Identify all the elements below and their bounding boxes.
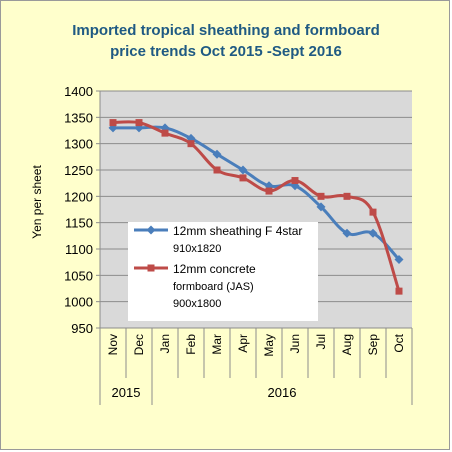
chart-title-line-1: Imported tropical sheathing and formboar… bbox=[72, 22, 380, 39]
x-tick-label: Jan bbox=[158, 334, 172, 353]
x-tick-label: May bbox=[262, 334, 276, 357]
x-tick-label: Oct bbox=[392, 333, 406, 352]
data-point bbox=[212, 149, 222, 159]
legend-label: 910x1820 bbox=[173, 243, 221, 255]
y-tick-label: 1000 bbox=[64, 295, 93, 310]
y-tick-label: 1250 bbox=[64, 163, 93, 178]
legend-marker bbox=[147, 264, 155, 272]
data-point bbox=[238, 165, 248, 175]
data-point bbox=[394, 255, 404, 265]
data-point bbox=[265, 187, 273, 195]
data-point bbox=[161, 129, 169, 137]
y-tick-label: 1200 bbox=[64, 189, 93, 204]
x-tick-label: Jul bbox=[314, 334, 328, 349]
y-tick-label: 1100 bbox=[65, 242, 93, 257]
x-tick-label: Mar bbox=[210, 334, 224, 355]
x-tick-label: Feb bbox=[184, 334, 198, 355]
series-2 bbox=[109, 119, 403, 295]
legend-box bbox=[128, 222, 318, 321]
data-point bbox=[395, 287, 403, 295]
y-tick-label: 1400 bbox=[64, 84, 93, 99]
year-group-label: 2015 bbox=[112, 385, 141, 400]
data-point bbox=[369, 208, 377, 216]
chart-title-line-2: price trends Oct 2015 -Sept 2016 bbox=[110, 43, 342, 60]
data-point bbox=[343, 192, 351, 200]
data-point bbox=[342, 228, 352, 238]
data-point bbox=[368, 228, 378, 238]
data-point bbox=[187, 140, 195, 148]
data-point bbox=[109, 119, 117, 127]
legend-label: 12mm sheathing F 4star bbox=[173, 224, 302, 238]
x-tick-label: Aug bbox=[340, 334, 354, 355]
x-tick-label: Sep bbox=[366, 334, 380, 356]
legend-label: formboard (JAS) bbox=[173, 281, 254, 293]
legend-marker bbox=[146, 225, 156, 235]
y-tick-labels: 1400 1350 1300 1250 1200 1150 1100 1050 1000 950 bbox=[64, 84, 93, 336]
x-tick-label: Dec bbox=[132, 334, 146, 355]
y-tick-label: 950 bbox=[71, 321, 93, 336]
x-tick-label: Jun bbox=[288, 334, 302, 353]
series-group bbox=[108, 119, 404, 295]
x-category-labels: Nov Dec Jan Feb Mar Apr May Jun Jul Aug Sep Oct 2015… bbox=[99, 328, 413, 405]
chart-title: Imported tropical sheathing and formboar… bbox=[0, 20, 452, 62]
y-tick-label: 1350 bbox=[64, 110, 93, 125]
data-point bbox=[239, 174, 247, 182]
data-point bbox=[291, 177, 299, 185]
data-point bbox=[317, 192, 325, 200]
y-tick-label: 1150 bbox=[65, 216, 93, 231]
legend-label: 900x1800 bbox=[173, 298, 221, 310]
data-point bbox=[316, 202, 326, 212]
year-group-label: 2016 bbox=[268, 385, 297, 400]
x-tick-label: Apr bbox=[236, 334, 250, 353]
data-point bbox=[135, 119, 143, 127]
y-tick-label: 1300 bbox=[64, 137, 93, 152]
y-tick-label: 1050 bbox=[64, 268, 93, 283]
x-tick-label: Nov bbox=[106, 334, 120, 355]
y-axis-label: Yen per sheet bbox=[30, 165, 44, 239]
legend-label: 12mm concrete bbox=[173, 262, 256, 276]
data-point bbox=[213, 166, 221, 174]
legend: 12mm sheathing F 4star 910x1820 12mm concr… bbox=[128, 222, 318, 321]
